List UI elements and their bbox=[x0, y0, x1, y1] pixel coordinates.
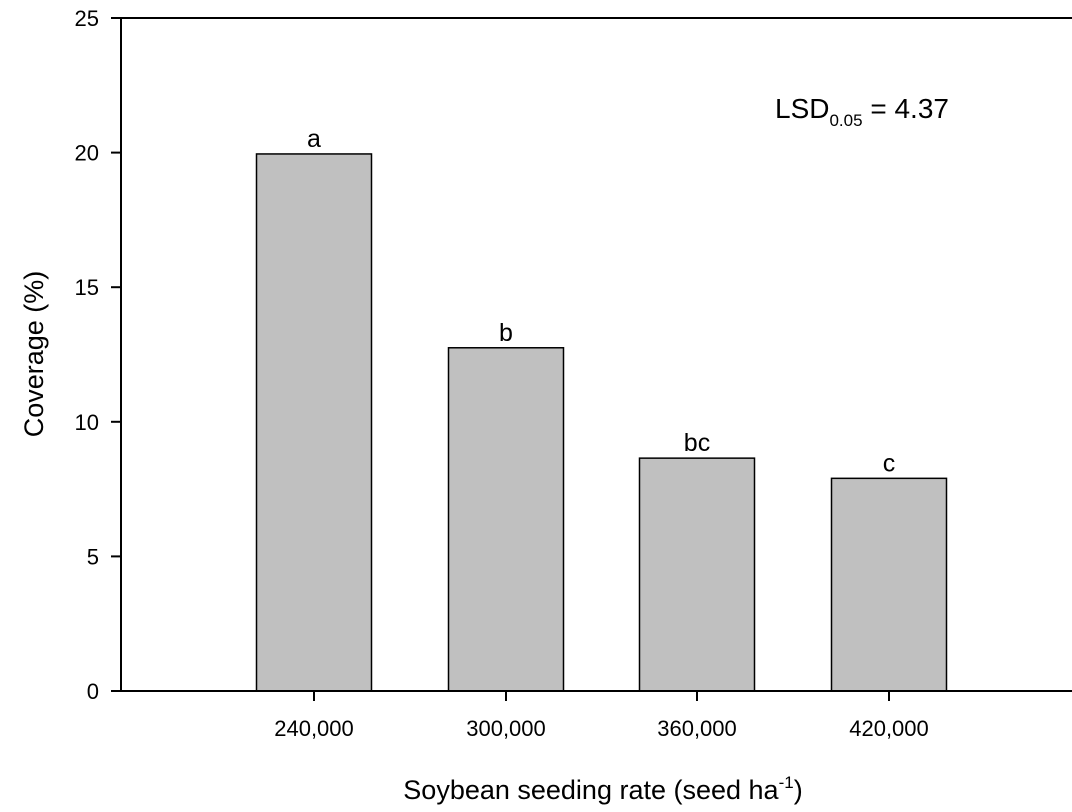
lsd-suffix: = 4.37 bbox=[863, 93, 949, 124]
y-tick-label: 5 bbox=[87, 544, 99, 569]
y-tick-label: 0 bbox=[87, 679, 99, 704]
x-ticks-group: 240,000 300,000 360,000 420,000 bbox=[274, 691, 929, 741]
lsd-subscript: 0.05 bbox=[829, 111, 862, 130]
lsd-annotation: LSD0.05 = 4.37 bbox=[775, 93, 949, 130]
significance-letter: b bbox=[499, 319, 513, 347]
y-tick-label: 15 bbox=[75, 275, 99, 300]
y-tick-label: 20 bbox=[75, 141, 99, 166]
x-tick-label: 420,000 bbox=[849, 716, 929, 741]
x-axis-title-superscript: -1 bbox=[779, 773, 794, 792]
x-axis-title-close: ) bbox=[794, 775, 803, 805]
y-tick-label: 25 bbox=[75, 6, 99, 31]
significance-letter: a bbox=[307, 125, 321, 153]
x-tick-label: 300,000 bbox=[466, 716, 546, 741]
bar-360000 bbox=[638, 457, 756, 692]
bar-300000 bbox=[447, 347, 565, 692]
lsd-prefix: LSD bbox=[775, 93, 829, 124]
x-axis-title-main: Soybean seeding rate (seed ha bbox=[403, 775, 779, 805]
y-axis-title: Coverage (%) bbox=[19, 271, 49, 438]
significance-letter: c bbox=[883, 449, 896, 477]
y-tick-label: 10 bbox=[75, 410, 99, 435]
significance-letters-group: a b bc c bbox=[307, 125, 895, 477]
bar-420000 bbox=[830, 477, 948, 692]
x-axis-title: Soybean seeding rate (seed ha-1) bbox=[403, 773, 802, 805]
x-tick-label: 240,000 bbox=[274, 716, 354, 741]
significance-letter: bc bbox=[684, 429, 710, 457]
y-ticks-group: 0 5 10 15 20 25 bbox=[75, 6, 121, 704]
bars-group bbox=[255, 153, 948, 692]
bar-240000 bbox=[255, 153, 373, 692]
x-tick-label: 360,000 bbox=[657, 716, 737, 741]
